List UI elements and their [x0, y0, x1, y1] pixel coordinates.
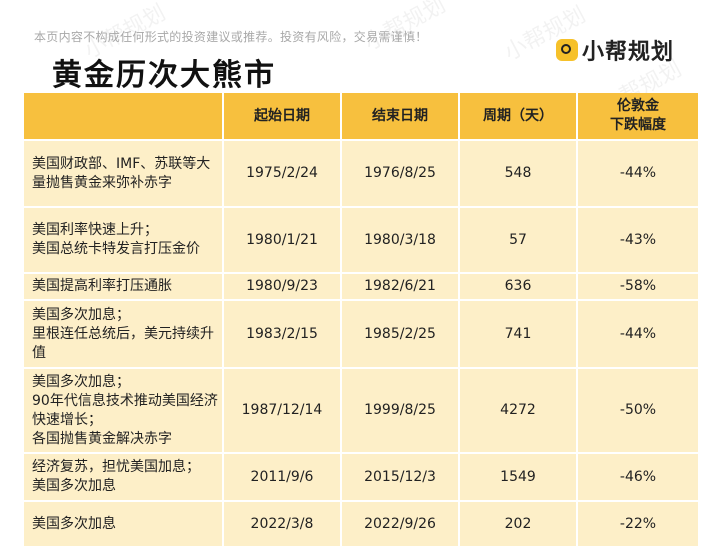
page-title: 黄金历次大熊市 — [52, 58, 276, 93]
brand-logo-icon — [556, 39, 578, 61]
header-start-date: 起始日期 — [224, 93, 342, 139]
start-date-cell: 2022/3/8 — [224, 500, 342, 546]
end-date-cell: 1980/3/18 — [342, 206, 460, 272]
header-duration: 周期（天） — [460, 93, 578, 139]
start-date-cell: 1975/2/24 — [224, 139, 342, 206]
drop-cell: -44% — [578, 139, 698, 206]
duration-cell: 1549 — [460, 452, 578, 500]
drop-cell: -44% — [578, 299, 698, 367]
end-date-cell: 1999/8/25 — [342, 367, 460, 452]
table-row: 美国多次加息； 90年代信息技术推动美国经济快速增长； 各国抛售黄金解决赤字 19… — [24, 367, 698, 452]
reason-cell: 美国提高利率打压通胀 — [24, 272, 224, 299]
end-date-cell: 2015/12/3 — [342, 452, 460, 500]
table-row: 美国财政部、IMF、苏联等大量抛售黄金来弥补赤字 1975/2/24 1976/8/… — [24, 139, 698, 206]
header-drop: 伦敦金 下跌幅度 — [578, 93, 698, 139]
start-date-cell: 1983/2/15 — [224, 299, 342, 367]
table-header-row: 起始日期 结束日期 周期（天） 伦敦金 下跌幅度 — [24, 93, 698, 139]
table-row: 美国提高利率打压通胀 1980/9/23 1982/6/21 636 -58% — [24, 272, 698, 299]
table-row: 经济复苏，担忧美国加息； 美国多次加息 2011/9/6 2015/12/3 1549… — [24, 452, 698, 500]
reason-cell: 经济复苏，担忧美国加息； 美国多次加息 — [24, 452, 224, 500]
duration-cell: 741 — [460, 299, 578, 367]
reason-cell: 美国财政部、IMF、苏联等大量抛售黄金来弥补赤字 — [24, 139, 224, 206]
table-row: 美国多次加息 2022/3/8 2022/9/26 202 -22% — [24, 500, 698, 546]
reason-cell: 美国多次加息 — [24, 500, 224, 546]
start-date-cell: 1980/1/21 — [224, 206, 342, 272]
table-row: 美国多次加息； 里根连任总统后，美元持续升值 1983/2/15 1985/2/25… — [24, 299, 698, 367]
disclaimer-text: 本页内容不构成任何形式的投资建议或推荐。投资有风险，交易需谨慎！ — [34, 30, 428, 44]
start-date-cell: 1980/9/23 — [224, 272, 342, 299]
bear-market-table: 起始日期 结束日期 周期（天） 伦敦金 下跌幅度 美国财政部、IMF、苏联等大量抛售黄… — [24, 93, 698, 546]
reason-cell: 美国多次加息； 里根连任总统后，美元持续升值 — [24, 299, 224, 367]
drop-cell: -50% — [578, 367, 698, 452]
end-date-cell: 1985/2/25 — [342, 299, 460, 367]
end-date-cell: 1976/8/25 — [342, 139, 460, 206]
end-date-cell: 1982/6/21 — [342, 272, 460, 299]
start-date-cell: 2011/9/6 — [224, 452, 342, 500]
table-row: 美国利率快速上升； 美国总统卡特发言打压金价 1980/1/21 1980/3/18… — [24, 206, 698, 272]
end-date-cell: 2022/9/26 — [342, 500, 460, 546]
drop-cell: -22% — [578, 500, 698, 546]
drop-cell: -46% — [578, 452, 698, 500]
start-date-cell: 1987/12/14 — [224, 367, 342, 452]
drop-cell: -58% — [578, 272, 698, 299]
duration-cell: 548 — [460, 139, 578, 206]
header-blank — [24, 93, 224, 139]
header-end-date: 结束日期 — [342, 93, 460, 139]
duration-cell: 57 — [460, 206, 578, 272]
duration-cell: 202 — [460, 500, 578, 546]
reason-cell: 美国利率快速上升； 美国总统卡特发言打压金价 — [24, 206, 224, 272]
drop-cell: -43% — [578, 206, 698, 272]
brand-name: 小帮规划 — [582, 40, 675, 65]
reason-cell: 美国多次加息； 90年代信息技术推动美国经济快速增长； 各国抛售黄金解决赤字 — [24, 367, 224, 452]
brand: 小帮规划 — [556, 34, 674, 66]
duration-cell: 4272 — [460, 367, 578, 452]
duration-cell: 636 — [460, 272, 578, 299]
